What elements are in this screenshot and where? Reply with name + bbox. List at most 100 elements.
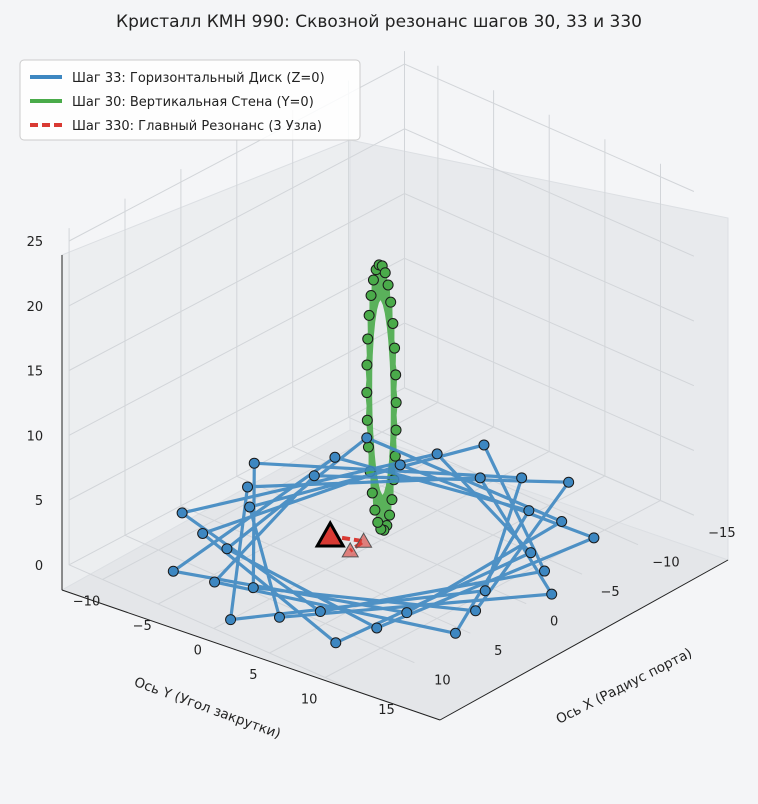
x-axis-line xyxy=(439,559,729,721)
z-tick-label: 15 xyxy=(27,365,44,380)
series-point-step33 xyxy=(449,627,461,639)
series-point-step30 xyxy=(389,342,401,354)
series-point-step30 xyxy=(390,424,402,436)
series-point-step33 xyxy=(401,607,413,619)
y-axis-line xyxy=(61,589,441,721)
chart-title: Кристалл КМН 990: Сквозной резонанс шаго… xyxy=(116,12,642,32)
series-point-step33 xyxy=(539,565,551,577)
legend: Шаг 33: Горизонтальный Диск (Z=0) Шаг 30… xyxy=(19,59,361,141)
plot-area xyxy=(167,259,600,649)
series-point-step33 xyxy=(394,459,406,471)
grid-line xyxy=(68,257,695,436)
axis-lines xyxy=(61,255,729,721)
x-tick-label: −15 xyxy=(708,526,735,541)
series-point-step33 xyxy=(247,582,259,594)
z-tick-label: 5 xyxy=(35,494,43,509)
series-point-step33 xyxy=(478,439,490,451)
z-tick-labels: 0 5 10 15 20 25 xyxy=(27,235,44,574)
grid-line xyxy=(68,63,695,242)
y-tick-label: 5 xyxy=(249,668,257,683)
grid-line xyxy=(68,322,695,501)
series-point-step30 xyxy=(384,509,396,521)
x-tick-label: −5 xyxy=(601,585,620,600)
series-node-step330 xyxy=(341,541,360,558)
series-point-step33 xyxy=(244,501,256,513)
series-point-step33 xyxy=(470,605,482,617)
series-point-step30 xyxy=(361,359,373,371)
x-tick-label: 15 xyxy=(378,703,395,718)
series-point-step33 xyxy=(248,457,260,469)
series-point-step30 xyxy=(367,274,379,286)
y-tick-label: 10 xyxy=(301,693,318,708)
series-point-step30 xyxy=(369,504,381,516)
legend-box xyxy=(19,59,361,141)
y-axis-label: Ось Y (Угол закрутки) xyxy=(132,674,283,742)
series-node-step330 xyxy=(354,532,373,548)
series-point-step33 xyxy=(523,505,535,517)
series-point-step33 xyxy=(167,565,179,577)
z-tick-label: 0 xyxy=(35,559,43,574)
x-axis-label: Ось X (Радиус порта) xyxy=(554,645,695,728)
series-point-step30 xyxy=(387,317,399,329)
z-tick-label: 25 xyxy=(27,235,44,250)
series-point-step30 xyxy=(362,441,374,453)
series-point-step33 xyxy=(197,527,209,539)
series-point-step30 xyxy=(382,279,394,291)
series-point-step33 xyxy=(221,543,233,555)
grid-line xyxy=(68,193,695,371)
y-tick-label: −10 xyxy=(73,595,100,610)
series-point-step30 xyxy=(361,414,373,426)
series-point-step33 xyxy=(479,585,491,597)
series-point-step30 xyxy=(385,296,397,308)
series-point-step30 xyxy=(390,369,402,381)
grid-lines xyxy=(68,51,695,693)
series-point-step30 xyxy=(390,397,402,409)
series-node-step330 xyxy=(314,519,346,548)
x-tick-label: 10 xyxy=(434,674,451,689)
series-point-step30 xyxy=(366,487,378,499)
series-point-step33 xyxy=(516,472,528,484)
series-point-step33 xyxy=(525,547,537,559)
legend-label-step33: Шаг 33: Горизонтальный Диск (Z=0) xyxy=(72,71,325,86)
series-point-step33 xyxy=(474,472,486,484)
series-point-step33 xyxy=(209,576,221,588)
series-point-step33 xyxy=(242,481,254,493)
series-point-step30 xyxy=(361,387,373,399)
series-point-step33 xyxy=(273,611,285,623)
x-tick-label: −10 xyxy=(652,556,679,571)
series-point-step33 xyxy=(546,588,558,600)
series-point-step33 xyxy=(329,451,341,463)
series-point-step30 xyxy=(379,267,391,279)
series-point-step30 xyxy=(372,516,384,528)
legend-label-step30: Шаг 30: Вертикальная Стена (Y=0) xyxy=(72,95,314,110)
series-point-step30 xyxy=(363,309,375,321)
z-tick-label: 20 xyxy=(27,300,44,315)
series-point-step30 xyxy=(365,289,377,301)
series-point-step33 xyxy=(330,637,342,649)
x-tick-label: 5 xyxy=(494,644,502,659)
y-tick-label: −5 xyxy=(133,619,152,634)
legend-label-step330: Шаг 330: Главный Резонанс (3 Узла) xyxy=(72,119,322,134)
x-tick-label: 0 xyxy=(550,615,558,630)
series-point-step33 xyxy=(431,448,443,460)
series-point-step33 xyxy=(314,606,326,618)
y-tick-labels: −10 −5 0 5 10 xyxy=(73,595,318,708)
series-point-step33 xyxy=(588,532,600,544)
series-point-step30 xyxy=(362,333,374,345)
y-tick-label: 0 xyxy=(194,644,202,659)
series-point-step33 xyxy=(308,470,320,482)
x-tick-labels: 15 10 5 0 −5 −10 −15 xyxy=(378,526,735,718)
series-line-step33 xyxy=(169,435,599,645)
grid-line xyxy=(68,387,695,566)
series-point-step33 xyxy=(225,614,237,626)
series-point-step33 xyxy=(361,432,373,444)
z-tick-label: 10 xyxy=(27,429,44,444)
series-point-step33 xyxy=(176,507,188,519)
series-point-step30 xyxy=(386,494,398,506)
series-point-step33 xyxy=(371,622,383,634)
series-point-step33 xyxy=(563,476,575,488)
grid-line xyxy=(68,128,695,307)
series-point-step33 xyxy=(556,515,568,527)
